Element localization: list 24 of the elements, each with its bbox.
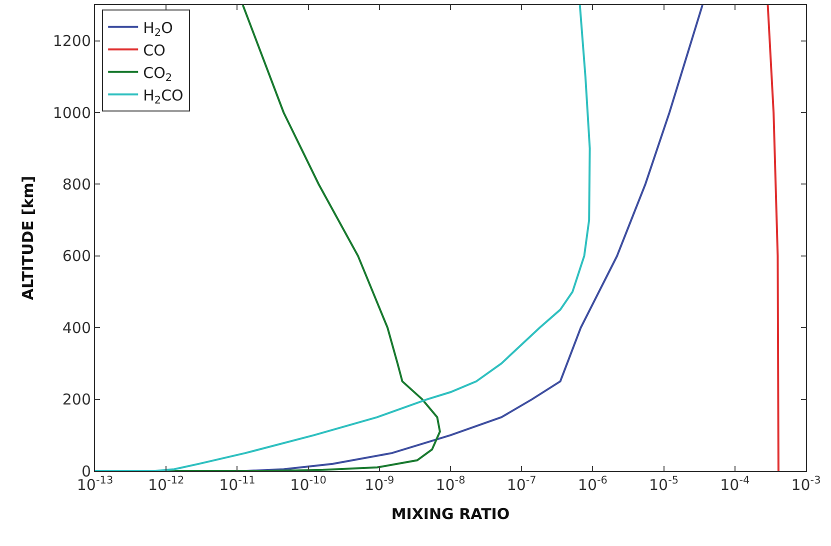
legend-label: H$_{2}$CO [143, 86, 184, 106]
y-axis-title: ALTITUDE [km] [19, 176, 38, 300]
x-tick-label: 10$^{-4}$ [720, 474, 750, 494]
x-tick-label: 10$^{-3}$ [791, 474, 821, 494]
y-tick-label: 800 [62, 175, 91, 194]
y-tick-label: 600 [62, 247, 91, 266]
line-series [766, 5, 780, 471]
y-tick-label: 0 [81, 462, 91, 480]
legend-label: CO [143, 41, 166, 60]
legend-label: CO$_{2}$ [143, 64, 172, 84]
y-tick-label: 1000 [52, 104, 91, 122]
x-tick-label: 10$^{-6}$ [578, 474, 608, 494]
x-tick-label: 10$^{-10}$ [290, 474, 326, 494]
x-tick-label: 10$^{-8}$ [436, 474, 466, 494]
x-tick-label: 10$^{-9}$ [364, 474, 394, 494]
y-tick-label: 400 [62, 318, 91, 337]
x-tick-label: 10$^{-5}$ [649, 474, 679, 494]
y-tick-label: 200 [62, 390, 91, 409]
x-tick-label: 10$^{-12}$ [148, 474, 184, 494]
x-axis-title: MIXING RATIO [391, 505, 510, 523]
legend-label: H$_{2}$O [143, 18, 173, 39]
x-tick-label: 10$^{-7}$ [506, 474, 536, 494]
x-tick-label: 10$^{-11}$ [219, 474, 256, 494]
y-tick-label: 1200 [52, 32, 91, 50]
